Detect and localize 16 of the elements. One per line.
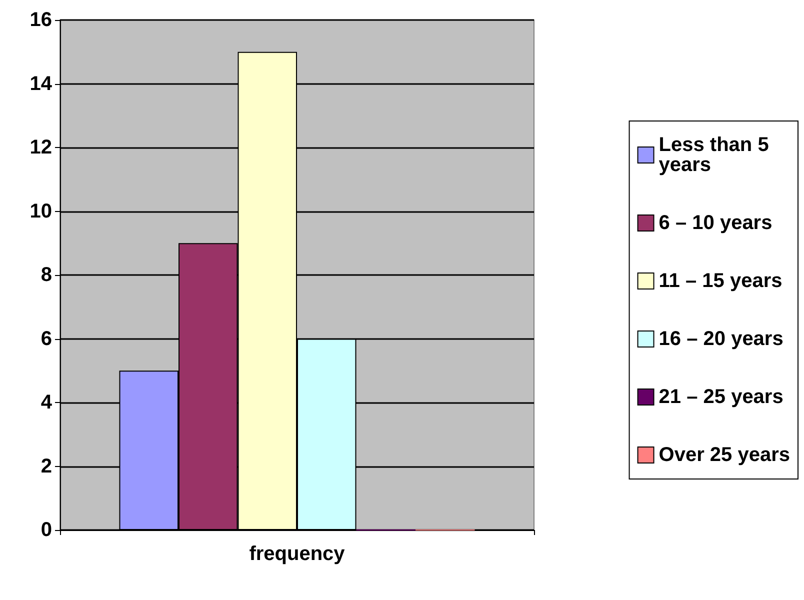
y-tick-label: 4: [40, 392, 53, 414]
legend-label: 11 – 15 years: [658, 270, 782, 292]
legend-label: Over 25 years: [658, 444, 790, 466]
y-tick-label: 8: [40, 264, 52, 286]
legend-label: 21 – 25 years: [658, 386, 784, 408]
y-tick-label: 0: [40, 519, 52, 541]
y-tick-label: 10: [30, 200, 52, 222]
y-tick-label: 16: [30, 9, 52, 31]
legend-label: Less than 5 years: [658, 134, 774, 176]
y-tick-label: 14: [30, 72, 53, 95]
y-tick-label: 2: [40, 455, 52, 478]
legend-label: 16 – 20 years: [658, 328, 784, 350]
legend-label: 6 – 10 years: [658, 212, 772, 234]
x-tick-label: frequency: [249, 543, 346, 565]
y-tick-label: 6: [40, 328, 52, 350]
y-tick-label: 12: [30, 136, 52, 158]
